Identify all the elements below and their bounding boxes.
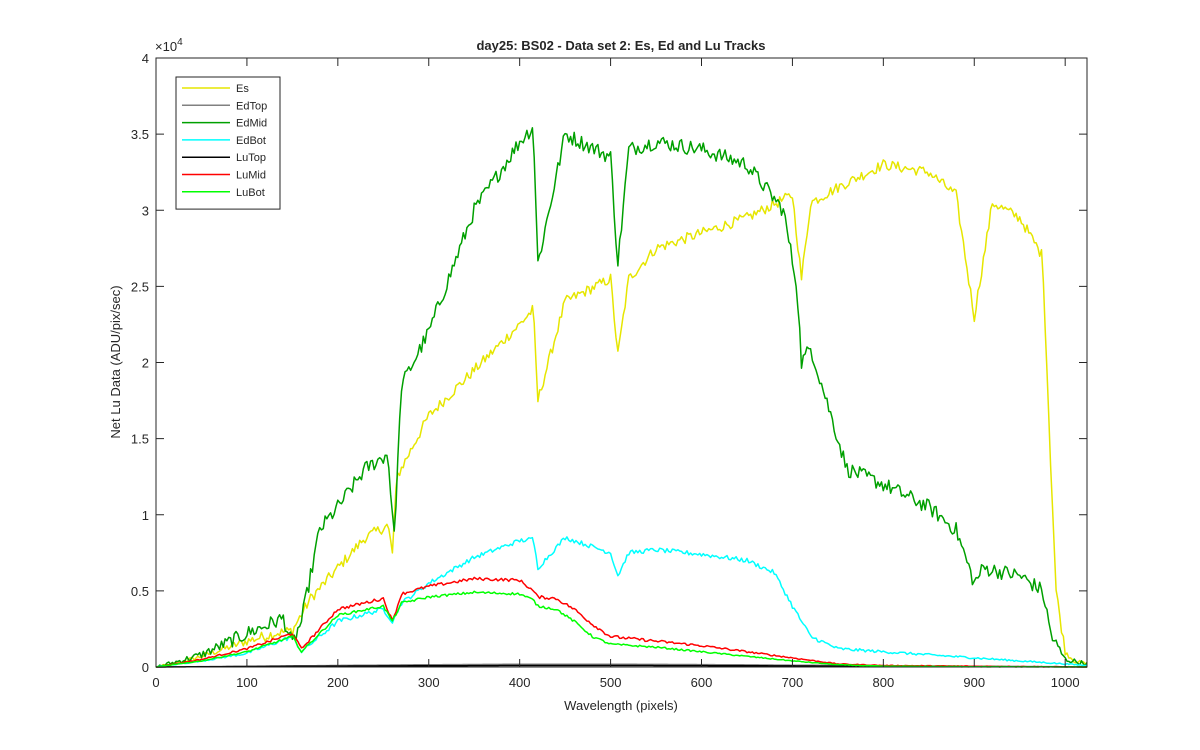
series-line-edmid: [156, 127, 1088, 668]
x-tick-label: 400: [509, 675, 531, 690]
x-tick-label: 600: [691, 675, 713, 690]
x-tick-label: 200: [327, 675, 349, 690]
y-tick-label: 4: [142, 51, 149, 66]
legend-label: EdBot: [236, 135, 266, 147]
series-line-edbot: [155, 536, 1088, 668]
y-tick-label: 2: [142, 356, 149, 371]
legend-label: LuTop: [236, 152, 266, 164]
x-axis-ticks: 0 100 200 300 400 500 600 700 800 900 1000: [152, 58, 1080, 690]
x-tick-label: 300: [418, 675, 440, 690]
legend-label: EdTop: [236, 100, 267, 112]
x-tick-label: 700: [782, 675, 804, 690]
y-axis-ticks: 0 0.5 1 1.5 2 2.5 3 3.5 4: [131, 51, 1087, 675]
y-tick-label: 2.5: [131, 279, 149, 294]
y-tick-label: 1.5: [131, 432, 149, 447]
legend: Es EdTop EdMid EdBot LuTop LuMid LuBot: [175, 76, 281, 210]
legend-label: EdMid: [236, 118, 267, 130]
x-tick-label: 500: [600, 675, 622, 690]
y-tick-label: 3.5: [131, 127, 149, 142]
y-axis-label: Net Lu Data (ADU/pix/sec): [108, 285, 123, 438]
series-lines: [155, 127, 1088, 668]
series-line-es: [155, 159, 1088, 668]
x-tick-label: 100: [236, 675, 258, 690]
y-tick-label: 0.5: [131, 584, 149, 599]
legend-label: Es: [236, 83, 249, 95]
y-axis-exponent: ×104: [155, 37, 183, 54]
x-tick-label: 0: [152, 675, 159, 690]
x-tick-label: 1000: [1051, 675, 1080, 690]
x-tick-label: 800: [872, 675, 894, 690]
y-exponent-base: ×10: [155, 39, 177, 54]
y-exponent-power: 4: [177, 37, 183, 48]
legend-box: [175, 76, 281, 210]
y-tick-label: 0: [142, 660, 149, 675]
y-tick-label: 3: [142, 203, 149, 218]
y-tick-label: 1: [142, 508, 149, 523]
series-line-lubot: [155, 590, 1087, 668]
x-tick-label: 900: [963, 675, 985, 690]
x-axis-label: Wavelength (pixels): [564, 698, 678, 713]
legend-label: LuBot: [236, 187, 265, 199]
chart-title: day25: BS02 - Data set 2: Es, Ed and Lu …: [476, 38, 765, 53]
legend-label: LuMid: [236, 170, 266, 182]
